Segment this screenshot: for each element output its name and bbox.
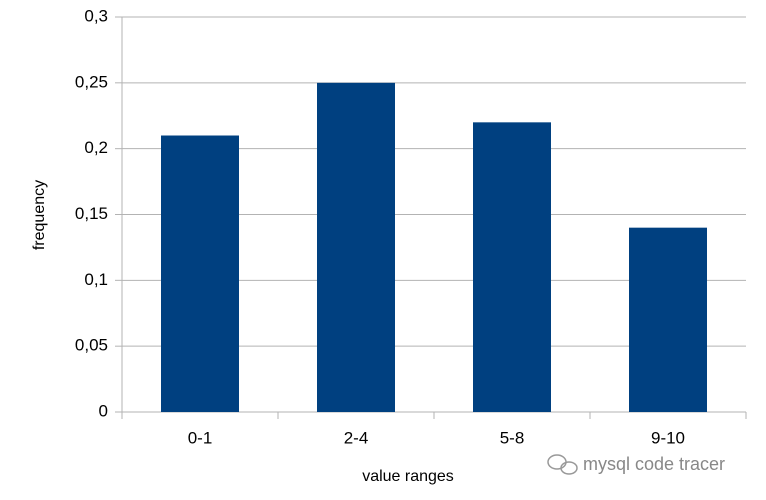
y-tick-label: 0,3 (84, 6, 108, 25)
x-tick-label: 2-4 (344, 428, 369, 447)
bar (317, 82, 395, 412)
x-axis-label: value ranges (362, 468, 454, 485)
bar (161, 135, 239, 412)
y-tick-label: 0,25 (75, 72, 108, 91)
y-tick-label: 0,05 (75, 336, 108, 355)
watermark-icon (547, 454, 578, 475)
y-axis-label: frequency (31, 180, 48, 250)
bar (629, 227, 707, 412)
x-tick-label: 0-1 (188, 428, 213, 447)
x-tick-label: 9-10 (651, 428, 685, 447)
y-tick-label: 0,1 (84, 270, 108, 289)
y-tick-label: 0 (99, 401, 108, 420)
y-tick-label: 0,2 (84, 138, 108, 157)
y-tick-label: 0,15 (75, 204, 108, 223)
x-tick-label: 5-8 (500, 428, 525, 447)
bar (473, 122, 551, 412)
watermark: mysql code tracer (583, 454, 725, 474)
